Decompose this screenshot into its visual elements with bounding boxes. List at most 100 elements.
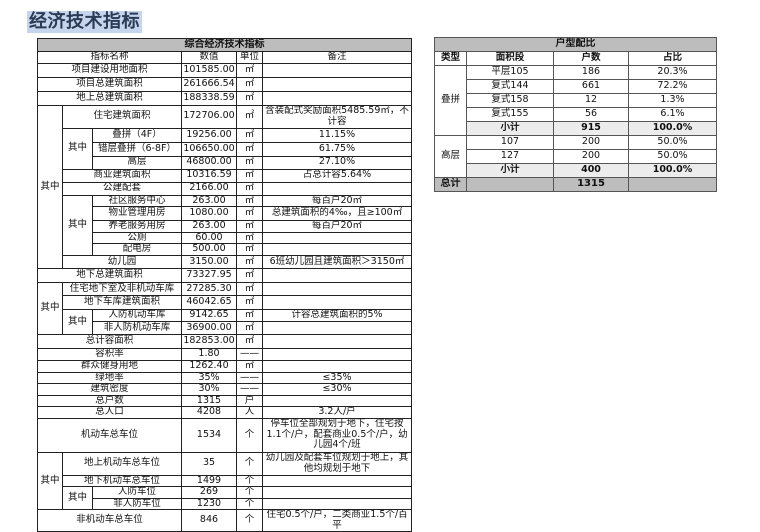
indicator-name: 地下总建筑面积 — [37, 268, 182, 283]
indicator-note: 每百户20㎡ — [261, 220, 413, 233]
indicator-unit: ㎡ — [236, 321, 263, 335]
table-row: 小计 400 100.0% — [435, 163, 717, 178]
indicator-value: 46042.65 — [181, 295, 237, 310]
table-title: 户型配比 — [434, 37, 717, 52]
unit-count: 200 — [553, 135, 629, 150]
indicator-name: 建筑密度 — [37, 383, 182, 396]
indicator-note: 总建筑面积的4‰，且≥100㎡ — [261, 206, 413, 221]
indicator-note: 3.2人/户 — [261, 406, 413, 419]
indicator-note: ≤30% — [261, 383, 413, 396]
indicator-unit: ㎡ — [236, 282, 263, 296]
indicator-unit: ㎡ — [236, 104, 263, 129]
unit-count: 186 — [553, 65, 629, 80]
table-row: 叠拼 平层105 186 20.3% — [434, 65, 717, 136]
indicator-name: 高层 — [92, 155, 182, 170]
indicator-unit: 个 — [236, 497, 263, 510]
indicator-value: 269 — [181, 486, 237, 499]
indicator-name: 公建配套 — [62, 181, 182, 196]
indicator-note — [261, 334, 413, 349]
indicator-value: 172706.00 — [181, 104, 237, 129]
indicator-name: 机动车总车位 — [37, 417, 182, 453]
indicator-value: 101585.00 — [181, 62, 237, 78]
indicator-value: 263.00 — [181, 220, 237, 233]
table-row: 总户数 1315 户 — [37, 394, 413, 407]
indicator-unit: 个 — [236, 486, 263, 499]
indicator-name: 总户数 — [37, 394, 182, 407]
area-segment: 复式155 — [466, 107, 554, 122]
indicator-name: 人防车位 — [92, 486, 182, 499]
indicator-name: 错层叠拼（6-8F） — [92, 141, 182, 157]
indicator-name: 总人口 — [37, 406, 182, 419]
indicator-note — [261, 348, 413, 361]
unit-count: 12 — [553, 93, 629, 108]
header-cell: 面积段 — [466, 51, 554, 66]
total-count: 1315 — [553, 177, 629, 192]
group-label: 其中 — [62, 486, 93, 510]
indicator-unit: 个 — [236, 509, 263, 532]
indicator-unit: ㎡ — [236, 334, 263, 349]
header-cell: 指标名称 — [37, 51, 182, 64]
table-row: 其中 叠拼（4F） 19256.00 ㎡ 11.15% — [38, 127, 413, 170]
table-row: 总计容面积 182853.00 ㎡ — [37, 334, 413, 349]
indicator-unit: ㎡ — [236, 268, 263, 283]
type-label: 高层 — [434, 135, 467, 178]
type-label: 叠拼 — [434, 65, 467, 136]
indicator-name: 绿地率 — [37, 371, 182, 384]
indicator-value: 4208 — [181, 406, 237, 419]
indicator-note: 占总计容5.64% — [261, 168, 413, 183]
indicator-name: 公厕 — [92, 231, 182, 244]
indicator-value: 846 — [181, 509, 237, 532]
indicator-name: 住宅地下室及非机动车库 — [62, 282, 182, 296]
indicator-note: 61.75% — [261, 141, 413, 157]
indicator-note — [261, 90, 413, 106]
indicator-value: 35 — [181, 451, 237, 476]
indicator-name: 住宅建筑面积 — [62, 104, 182, 129]
indicator-value: 30% — [181, 383, 237, 396]
indicator-note: 住宅0.5个/户，二类商业1.5个/百平 — [261, 509, 413, 532]
indicator-unit: ㎡ — [236, 359, 263, 373]
indicator-unit: —— — [236, 383, 263, 396]
indicator-value: 188338.59 — [181, 90, 237, 106]
indicator-name: 商业建筑面积 — [62, 168, 182, 183]
indicator-value: 1080.00 — [181, 206, 237, 221]
indicator-note — [261, 497, 413, 510]
indicator-unit: ㎡ — [236, 76, 263, 92]
indicator-note — [261, 62, 413, 78]
unit-count: 56 — [553, 107, 629, 122]
indicator-value: 261666.54 — [181, 76, 237, 92]
indicator-unit: ㎡ — [236, 206, 263, 221]
indicator-value: 1262.40 — [181, 359, 237, 373]
indicator-unit: ㎡ — [236, 90, 263, 106]
indicator-unit: ㎡ — [236, 231, 263, 244]
table-row: 配电房 500.00 ㎡ — [38, 243, 413, 256]
indicator-value: 60.00 — [181, 231, 237, 244]
table-row: 地下总建筑面积 73327.95 ㎡ — [37, 268, 413, 283]
indicator-name: 社区服务中心 — [92, 194, 182, 207]
indicator-note — [261, 282, 413, 296]
indicator-value: 263.00 — [181, 194, 237, 207]
cell — [628, 177, 717, 192]
header-cell: 类型 — [434, 51, 467, 66]
cell — [466, 177, 554, 192]
indicator-name: 幼儿园 — [62, 255, 182, 269]
ratio: 6.1% — [628, 107, 717, 122]
table-row: 小计 915 100.0% — [435, 121, 717, 136]
table-row: 地下机动车总车位 1499 个 — [38, 474, 413, 487]
area-segment: 127 — [466, 149, 554, 164]
table-row: 公建配套 2166.00 ㎡ — [38, 181, 413, 196]
indicator-note — [261, 359, 413, 373]
indicator-note: 11.15% — [261, 127, 413, 143]
indicator-note — [261, 231, 413, 244]
ratio: 50.0% — [628, 135, 717, 150]
unit-count: 200 — [553, 149, 629, 164]
table-row: 复式155 56 6.1% — [435, 107, 717, 122]
table-row: 公厕 60.00 ㎡ — [38, 231, 413, 244]
area-segment: 小计 — [466, 163, 554, 178]
indicator-note — [261, 474, 413, 487]
area-segment: 复式144 — [466, 79, 554, 94]
indicator-value: 36900.00 — [181, 321, 237, 335]
